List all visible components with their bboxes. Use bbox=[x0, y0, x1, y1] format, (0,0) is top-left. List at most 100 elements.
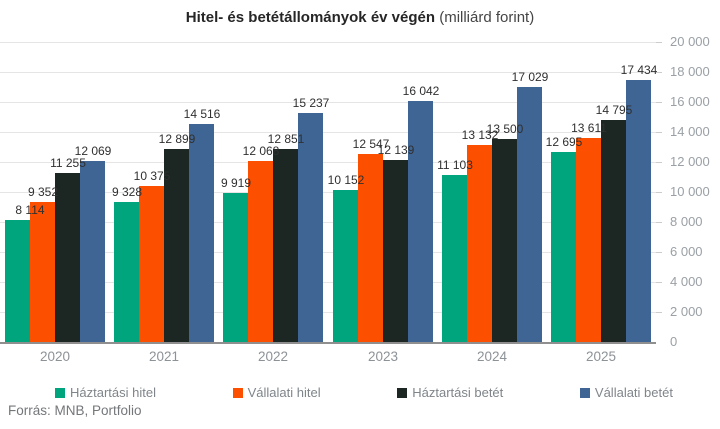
bar-vallalati-betet-2021 bbox=[189, 124, 214, 342]
bar-haztartasi-betet-2020 bbox=[55, 173, 80, 342]
bar-vallalati-hitel-2024 bbox=[467, 145, 492, 342]
gridline bbox=[0, 192, 656, 193]
bar-haztartasi-hitel-2022 bbox=[223, 193, 248, 342]
bar-value-label: 12 899 bbox=[158, 132, 196, 146]
plot-area: 0 2 000 4 000 6 000 8 000 10 000 12 000 14 000 1… bbox=[0, 34, 720, 349]
bar-haztartasi-hitel-2020 bbox=[5, 220, 30, 342]
bar-value-label: 16 042 bbox=[402, 84, 440, 98]
bar-value-label: 12 547 bbox=[352, 137, 390, 151]
legend-item-haztartasi-betet: Háztartási betét bbox=[397, 385, 503, 400]
bar-value-label: 12 069 bbox=[74, 144, 112, 158]
x-axis-label: 2020 bbox=[39, 349, 71, 364]
gridline bbox=[0, 312, 656, 313]
chart-legend: Háztartási hitel Vállalati hitel Háztartás… bbox=[55, 385, 673, 400]
legend-item-haztartasi-hitel: Háztartási hitel bbox=[55, 385, 156, 400]
gridline bbox=[0, 132, 656, 133]
axis-tick bbox=[656, 42, 662, 43]
bar-haztartasi-betet-2021 bbox=[164, 149, 189, 342]
bar-value-label: 13 500 bbox=[486, 122, 524, 136]
bar-vallalati-betet-2022 bbox=[298, 113, 323, 342]
bar-haztartasi-betet-2022 bbox=[273, 149, 298, 342]
bar-value-label: 9 352 bbox=[27, 185, 59, 199]
y-axis-label: 14 000 bbox=[670, 124, 710, 139]
bar-vallalati-hitel-2022 bbox=[248, 161, 273, 342]
y-axis-label: 2 000 bbox=[670, 304, 703, 319]
x-axis-line bbox=[0, 342, 656, 344]
axis-tick bbox=[656, 132, 662, 133]
bar-haztartasi-betet-2025 bbox=[601, 120, 626, 342]
bar-value-label: 11 255 bbox=[50, 156, 86, 170]
bar-value-label: 13 132 bbox=[461, 128, 499, 142]
bar-value-label: 9 919 bbox=[220, 176, 252, 190]
legend-item-vallalati-hitel: Vállalati hitel bbox=[232, 385, 321, 400]
bar-value-label: 12 695 bbox=[545, 135, 583, 149]
bar-value-label: 17 029 bbox=[511, 70, 549, 84]
chart-title: Hitel- és betétállományok év végén (mill… bbox=[0, 9, 720, 26]
bar-value-label: 17 434 bbox=[620, 63, 658, 77]
axis-tick bbox=[656, 282, 662, 283]
bar-vallalati-betet-2023 bbox=[408, 101, 433, 342]
legend-marker bbox=[55, 387, 65, 398]
y-axis-label: 20 000 bbox=[670, 34, 710, 49]
legend-item-vallalati-betet: Vállalati betét bbox=[579, 385, 673, 400]
source-note: Forrás: MNB, Portfolio bbox=[8, 403, 142, 418]
bar-value-label: 14 795 bbox=[595, 103, 633, 117]
y-axis-label: 10 000 bbox=[670, 184, 710, 199]
x-axis-label: 2022 bbox=[257, 349, 289, 364]
gridline bbox=[0, 252, 656, 253]
y-axis-label: 16 000 bbox=[670, 94, 710, 109]
y-axis-label: 8 000 bbox=[670, 214, 703, 229]
legend-label: Vállalati hitel bbox=[247, 385, 321, 400]
axis-tick bbox=[656, 102, 662, 103]
bar-vallalati-betet-2024 bbox=[517, 87, 542, 342]
gridline bbox=[0, 72, 656, 73]
bar-value-label: 9 328 bbox=[111, 185, 143, 199]
gridline bbox=[0, 162, 656, 163]
x-axis-label: 2021 bbox=[148, 349, 180, 364]
bar-value-label: 14 516 bbox=[183, 107, 221, 121]
bar-vallalati-hitel-2023 bbox=[358, 154, 383, 342]
chart-title-main: Hitel- és betétállományok év végén bbox=[185, 9, 436, 26]
y-axis-label: 4 000 bbox=[670, 274, 703, 289]
y-axis-label: 12 000 bbox=[670, 154, 710, 169]
axis-tick bbox=[656, 312, 662, 313]
x-axis-label: 2023 bbox=[367, 349, 399, 364]
x-axis-label: 2025 bbox=[585, 349, 617, 364]
bar-haztartasi-hitel-2021 bbox=[114, 202, 139, 342]
bar-value-label: 13 611 bbox=[571, 121, 607, 135]
x-axis-labels: 2020 2021 2022 2023 2024 2025 bbox=[0, 349, 656, 365]
legend-marker bbox=[579, 387, 590, 398]
bar-haztartasi-hitel-2023 bbox=[333, 190, 358, 342]
bar-value-label: 10 375 bbox=[133, 169, 171, 183]
gridline bbox=[0, 282, 656, 283]
legend-marker bbox=[397, 387, 408, 398]
axis-tick bbox=[656, 222, 662, 223]
bar-haztartasi-betet-2024 bbox=[492, 139, 517, 342]
legend-label: Háztartási hitel bbox=[70, 385, 156, 400]
bar-haztartasi-hitel-2025 bbox=[551, 152, 576, 342]
bar-vallalati-hitel-2025 bbox=[576, 138, 601, 342]
bar-value-label: 15 237 bbox=[292, 96, 330, 110]
y-axis-label: 0 bbox=[670, 334, 678, 349]
chart-title-suffix: (milliárd forint) bbox=[435, 9, 535, 26]
bar-value-label: 10 152 bbox=[327, 173, 365, 187]
gridline bbox=[0, 222, 656, 223]
gridline bbox=[0, 102, 656, 103]
legend-label: Háztartási betét bbox=[412, 385, 504, 400]
bar-value-label: 11 103 bbox=[437, 158, 473, 172]
bar-haztartasi-betet-2023 bbox=[383, 160, 408, 342]
axis-tick bbox=[656, 72, 662, 73]
bar-value-label: 12 139 bbox=[377, 143, 415, 157]
gridline bbox=[0, 42, 656, 43]
legend-marker bbox=[232, 387, 243, 398]
y-axis-label: 6 000 bbox=[670, 244, 703, 259]
bar-vallalati-hitel-2020 bbox=[30, 202, 55, 342]
bar-value-label: 8 114 bbox=[15, 203, 45, 217]
x-axis-label: 2024 bbox=[476, 349, 508, 364]
axis-tick bbox=[656, 162, 662, 163]
legend-label: Vállalati betét bbox=[594, 385, 673, 400]
bar-haztartasi-hitel-2024 bbox=[442, 175, 467, 342]
bar-value-label: 12 851 bbox=[267, 132, 305, 146]
bar-value-label: 12 068 bbox=[242, 144, 280, 158]
